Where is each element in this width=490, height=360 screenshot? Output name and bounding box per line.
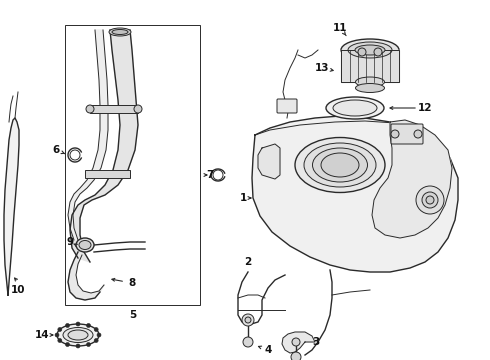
Text: 5: 5	[129, 310, 137, 320]
Circle shape	[76, 322, 80, 326]
Circle shape	[58, 328, 62, 332]
Text: 8: 8	[128, 278, 136, 288]
Circle shape	[374, 48, 382, 56]
Ellipse shape	[63, 328, 93, 342]
Circle shape	[94, 338, 98, 342]
Circle shape	[414, 130, 422, 138]
Circle shape	[245, 317, 251, 323]
Circle shape	[243, 337, 253, 347]
Ellipse shape	[355, 45, 385, 55]
Circle shape	[66, 342, 70, 347]
Text: 3: 3	[313, 337, 319, 347]
Circle shape	[416, 186, 444, 214]
FancyBboxPatch shape	[277, 99, 297, 113]
Bar	[65, 25, 200, 305]
Polygon shape	[341, 50, 399, 82]
Circle shape	[391, 130, 399, 138]
Ellipse shape	[109, 28, 131, 36]
Ellipse shape	[57, 324, 99, 346]
Ellipse shape	[79, 240, 91, 249]
Polygon shape	[68, 30, 108, 240]
Polygon shape	[68, 252, 104, 300]
Text: 9: 9	[67, 237, 74, 247]
Ellipse shape	[356, 84, 385, 93]
Circle shape	[242, 314, 254, 326]
Ellipse shape	[341, 39, 399, 61]
Bar	[90, 105, 138, 113]
Text: 11: 11	[333, 23, 347, 33]
Ellipse shape	[321, 153, 359, 177]
Ellipse shape	[313, 148, 368, 182]
Polygon shape	[282, 332, 315, 353]
Circle shape	[422, 192, 438, 208]
Text: 2: 2	[245, 257, 252, 267]
Ellipse shape	[333, 100, 377, 116]
Ellipse shape	[304, 143, 376, 187]
Polygon shape	[372, 120, 452, 238]
Text: 10: 10	[11, 285, 25, 295]
Bar	[85, 170, 130, 178]
Circle shape	[426, 196, 434, 204]
Ellipse shape	[295, 138, 385, 193]
Polygon shape	[258, 144, 280, 179]
Circle shape	[58, 338, 62, 342]
Circle shape	[66, 324, 70, 328]
Circle shape	[358, 48, 366, 56]
Circle shape	[86, 105, 94, 113]
Ellipse shape	[112, 30, 128, 35]
Circle shape	[292, 338, 300, 346]
Circle shape	[76, 344, 80, 348]
Circle shape	[134, 105, 142, 113]
Text: 4: 4	[264, 345, 271, 355]
Text: 1: 1	[240, 193, 246, 203]
Ellipse shape	[76, 238, 94, 252]
Circle shape	[87, 324, 91, 328]
Text: 6: 6	[52, 145, 60, 155]
Ellipse shape	[326, 97, 384, 119]
Circle shape	[55, 333, 59, 337]
Circle shape	[94, 328, 98, 332]
Text: 14: 14	[35, 330, 49, 340]
Polygon shape	[252, 116, 458, 272]
Text: 13: 13	[315, 63, 329, 73]
FancyBboxPatch shape	[391, 124, 423, 144]
Circle shape	[291, 352, 301, 360]
Text: 12: 12	[418, 103, 432, 113]
Ellipse shape	[356, 77, 385, 87]
Text: 7: 7	[206, 170, 214, 180]
Circle shape	[87, 342, 91, 347]
Ellipse shape	[68, 330, 88, 340]
Polygon shape	[4, 118, 19, 295]
Ellipse shape	[348, 42, 392, 58]
Circle shape	[97, 333, 101, 337]
Polygon shape	[70, 30, 138, 262]
